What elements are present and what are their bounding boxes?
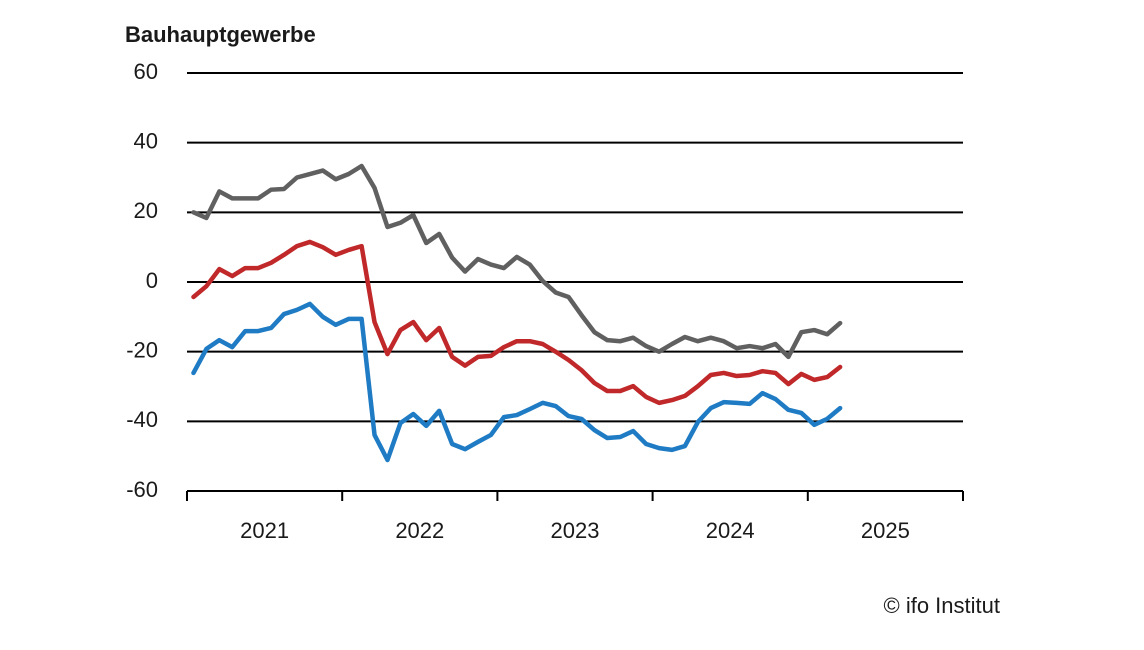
y-tick-label: 40: [134, 128, 158, 153]
x-tick-label: 2022: [395, 518, 444, 543]
chart-title: Bauhauptgewerbe: [125, 22, 316, 47]
y-tick-label: 60: [134, 59, 158, 84]
y-tick-label: -60: [126, 477, 158, 502]
x-tick-label: 2024: [706, 518, 755, 543]
y-tick-label: 0: [146, 268, 158, 293]
x-tick-label: 2023: [551, 518, 600, 543]
series-line: [191, 239, 843, 406]
series-line: [191, 301, 843, 463]
y-tick-label: -20: [126, 337, 158, 362]
y-tick-label: 20: [134, 198, 158, 223]
x-tick-label: 2021: [240, 518, 289, 543]
series-line: [191, 163, 843, 360]
source-note: © ifo Institut: [884, 593, 1000, 618]
x-tick-label: 2025: [861, 518, 910, 543]
y-tick-label: -40: [126, 407, 158, 432]
